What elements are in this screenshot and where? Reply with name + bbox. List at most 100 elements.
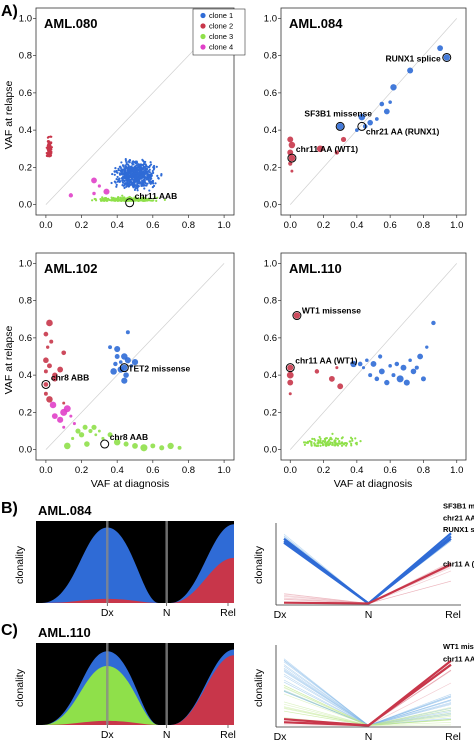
- data-point: [122, 175, 125, 178]
- data-point: [388, 364, 392, 368]
- diagonal-line: [289, 263, 458, 450]
- data-point: [286, 371, 294, 379]
- data-point: [339, 442, 342, 445]
- data-point: [340, 444, 344, 447]
- data-point: [113, 170, 116, 173]
- y-tick-label: 0.0: [264, 445, 277, 456]
- data-point: [71, 436, 75, 441]
- scatter-plot-aml102: 0.0 0.2 0.4 0.6 0.8 1.0 0.0 0.2 0.4 0.6 0.8 1.0 AML.…: [19, 252, 235, 476]
- series-line: [283, 537, 452, 605]
- diagonal-line: [45, 263, 225, 450]
- data-point: [124, 157, 127, 161]
- background-trace: [283, 533, 452, 604]
- series-line: [283, 563, 452, 605]
- data-point: [354, 442, 357, 445]
- annotation-marker: [285, 363, 295, 373]
- data-point: [113, 173, 116, 176]
- y-tick-label: 1.0: [264, 258, 277, 269]
- data-point: [121, 194, 124, 197]
- data-point: [149, 199, 153, 202]
- annotation-marker: [292, 311, 302, 321]
- data-point: [160, 172, 163, 176]
- x-tick-label: Rel: [445, 609, 461, 621]
- x-tick-label: 0.4: [111, 220, 124, 231]
- data-point: [63, 442, 71, 450]
- annotation-marker: [119, 363, 129, 373]
- background-trace: [283, 536, 452, 604]
- data-point: [128, 178, 132, 181]
- legend-label: clone 1: [209, 11, 233, 20]
- data-point: [338, 440, 341, 443]
- x-tick-label: Dx: [101, 607, 115, 619]
- y-tick-label: 0.0: [264, 200, 277, 211]
- data-point: [122, 168, 125, 171]
- data-point: [116, 180, 119, 183]
- data-point: [331, 432, 334, 435]
- background-trace: [283, 535, 452, 604]
- data-point: [146, 182, 149, 185]
- y-tick-label: 0.4: [264, 370, 277, 381]
- series-line: [283, 663, 452, 727]
- data-point: [337, 383, 344, 390]
- series-label: chr21 AA (RUNX1): [443, 513, 474, 522]
- data-point: [62, 401, 66, 405]
- data-point: [126, 175, 129, 178]
- data-point: [140, 184, 143, 187]
- data-point: [101, 196, 104, 199]
- series-line: [283, 535, 452, 605]
- data-point: [129, 364, 134, 368]
- data-point: [136, 189, 139, 192]
- y-tick-label: 0.8: [19, 51, 32, 62]
- data-point: [131, 358, 139, 366]
- data-point: [319, 444, 322, 447]
- data-point: [365, 358, 369, 363]
- data-point: [126, 171, 129, 174]
- chart-title: AML.080: [44, 16, 97, 31]
- x-tick-label: 0.8: [182, 220, 195, 231]
- x-tick-label: 1.0: [217, 465, 230, 476]
- legend-label: clone 4: [209, 43, 233, 52]
- data-point: [127, 163, 130, 166]
- data-point: [331, 441, 334, 444]
- y-tick-label: 0.2: [19, 162, 32, 173]
- data-point: [351, 439, 354, 442]
- background-trace: [283, 561, 452, 604]
- data-point: [314, 369, 320, 374]
- data-point: [156, 196, 159, 199]
- data-point: [324, 439, 327, 443]
- data-point: [124, 173, 127, 176]
- data-point: [114, 346, 121, 353]
- data-point: [177, 445, 182, 450]
- data-point: [142, 162, 146, 166]
- panel-label-c: C): [1, 622, 18, 639]
- data-point: [130, 182, 133, 186]
- data-point: [130, 177, 133, 180]
- legend-label: clone 2: [209, 22, 233, 31]
- data-point: [345, 444, 348, 447]
- data-point: [134, 172, 138, 175]
- y-tick-label: 1.0: [19, 13, 32, 24]
- data-point: [128, 159, 131, 162]
- data-point: [43, 391, 48, 396]
- y-axis-label-top: VAF at relapse: [3, 81, 15, 150]
- data-point: [134, 187, 137, 190]
- data-point: [57, 366, 64, 373]
- plot-frame: [280, 7, 467, 216]
- legend-swatch: [200, 44, 206, 50]
- data-point: [388, 100, 392, 104]
- data-point: [150, 177, 153, 180]
- x-tick-label: 0.0: [39, 220, 52, 231]
- y-tick-label: 0.6: [264, 88, 277, 99]
- data-point: [49, 401, 57, 409]
- data-point: [114, 354, 120, 359]
- data-point: [143, 175, 146, 178]
- y-tick-label: 0.6: [264, 333, 277, 344]
- data-point: [50, 152, 53, 155]
- background-trace: [283, 563, 452, 604]
- data-point: [350, 444, 353, 447]
- data-point: [92, 191, 96, 196]
- data-point: [400, 364, 407, 371]
- data-point: [335, 366, 339, 370]
- chart-title: AML.110: [289, 261, 342, 276]
